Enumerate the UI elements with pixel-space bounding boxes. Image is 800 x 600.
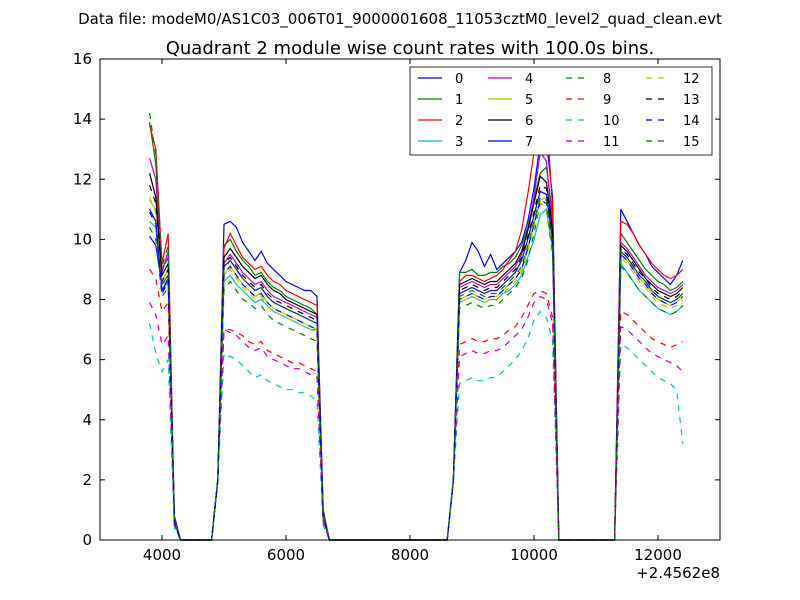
y-tick-label: 16 — [73, 50, 92, 68]
legend-label-12: 12 — [683, 72, 700, 87]
x-tick-label: 10000 — [510, 546, 558, 564]
legend-label-10: 10 — [603, 114, 620, 129]
chart-suptitle: Data file: modeM0/AS1C03_006T01_90000016… — [78, 10, 722, 29]
y-tick-label: 10 — [73, 230, 92, 248]
y-tick-label: 8 — [82, 291, 92, 309]
y-tick-label: 4 — [82, 411, 92, 429]
legend-label-11: 11 — [603, 135, 620, 150]
legend-label-14: 14 — [683, 114, 700, 129]
legend-label-15: 15 — [683, 135, 700, 150]
legend-label-5: 5 — [525, 93, 533, 108]
x-tick-label: 4000 — [143, 546, 181, 564]
legend-label-4: 4 — [525, 72, 533, 87]
plot-frame — [99, 58, 721, 541]
x-tick-label: 8000 — [391, 546, 429, 564]
legend-box — [409, 66, 713, 156]
y-tick-label: 14 — [73, 110, 92, 128]
chart-title: Quadrant 2 module wise count rates with … — [166, 38, 655, 59]
legend-label-3: 3 — [455, 135, 463, 150]
legend-label-2: 2 — [455, 114, 463, 129]
x-offset-label: +2.4562e8 — [636, 564, 720, 582]
legend-label-8: 8 — [603, 72, 611, 87]
x-tick-label: 6000 — [267, 546, 305, 564]
series-line-11 — [149, 295, 684, 541]
legend-label-6: 6 — [525, 114, 533, 129]
legend-label-1: 1 — [455, 93, 463, 108]
y-tick-label: 0 — [82, 531, 92, 549]
x-tick-label: 12000 — [634, 546, 682, 564]
legend-label-13: 13 — [683, 93, 700, 108]
y-tick-label: 6 — [82, 351, 92, 369]
legend-label-9: 9 — [603, 93, 611, 108]
y-tick-label: 12 — [73, 170, 92, 188]
legend-label-0: 0 — [455, 72, 463, 87]
legend-label-7: 7 — [525, 135, 533, 150]
y-tick-label: 2 — [82, 471, 92, 489]
